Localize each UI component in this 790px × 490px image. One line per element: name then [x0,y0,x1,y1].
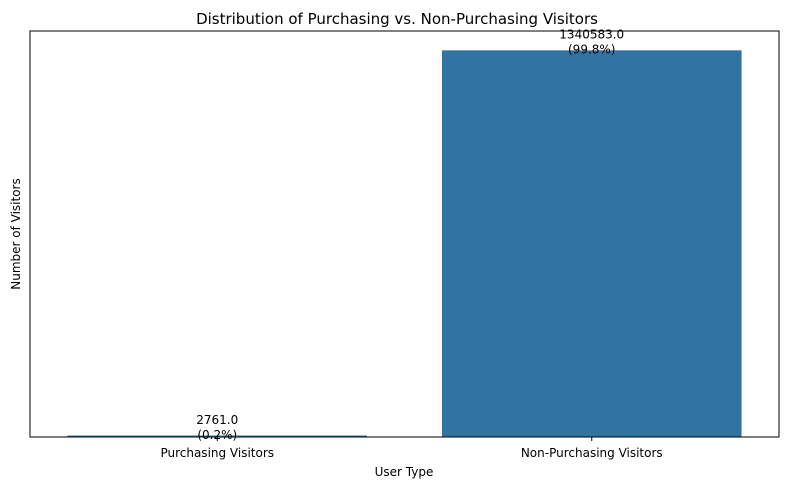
bars-group [67,50,742,438]
percent-label-1: (99.8%) [568,42,615,56]
x-axis-label: User Type [375,465,434,479]
value-label-0: 2761.0 [196,413,238,427]
x-tick-label-0: Purchasing Visitors [160,446,274,460]
y-axis-label: Number of Visitors [9,178,23,290]
x-ticks-group: Purchasing Visitors Non-Purchasing Visito… [160,437,663,460]
percent-label-0: (0.2%) [197,428,237,442]
bar-0 [67,435,368,437]
data-labels-group: 2761.0(0.2%) 1340583.0(99.8%) [196,27,624,442]
plot-frame [29,30,780,438]
chart-title: Distribution of Purchasing vs. Non-Purch… [196,10,598,28]
bar-1 [441,50,742,438]
x-tick-label-1: Non-Purchasing Visitors [521,446,663,460]
value-label-1: 1340583.0 [559,27,624,41]
